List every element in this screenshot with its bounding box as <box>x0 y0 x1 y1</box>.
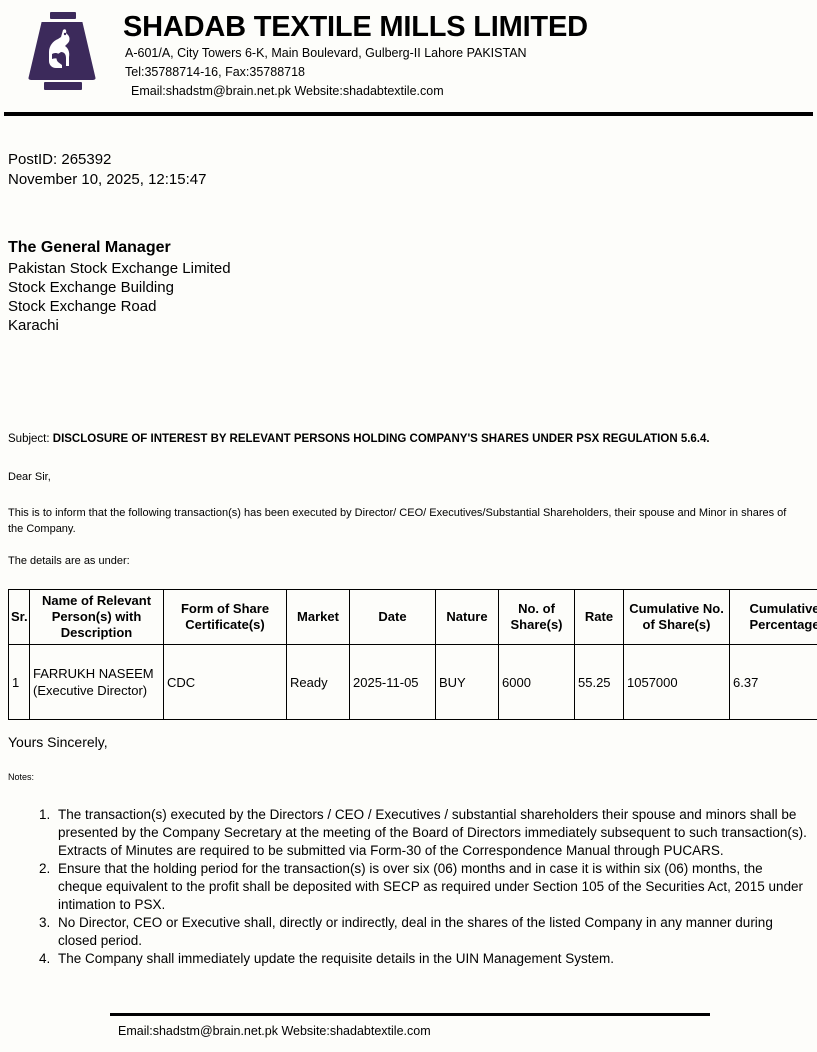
document-body: PostID: 265392 November 10, 2025, 12:15:… <box>0 150 817 968</box>
list-item: No Director, CEO or Executive shall, dir… <box>54 914 809 950</box>
table-row: 1 FARRUKH NASEEM (Executive Director) CD… <box>8 644 817 720</box>
company-phone: Tel:35788714-16, Fax:35788718 <box>125 65 306 79</box>
salutation: Dear Sir, <box>8 471 51 483</box>
cell-form: CDC <box>163 644 287 720</box>
cell-nature: BUY <box>435 644 499 720</box>
recipient-line-4: Karachi <box>8 317 59 334</box>
column-header-cumulative-percentage: Cumulative Percentage <box>729 589 817 645</box>
column-header-cumulative-shares: Cumulative No. of Share(s) <box>623 589 730 645</box>
notes-list: The transaction(s) executed by the Direc… <box>8 806 809 968</box>
cell-cumulative-shares: 1057000 <box>623 644 730 720</box>
header-divider <box>4 112 813 116</box>
recipient-line-1: Pakistan Stock Exchange Limited <box>8 260 231 277</box>
cell-market: Ready <box>286 644 350 720</box>
subject-line: Subject: DISCLOSURE OF INTEREST BY RELEV… <box>8 433 809 445</box>
recipient-block: The General Manager Pakistan Stock Excha… <box>8 236 809 335</box>
cell-date: 2025-11-05 <box>349 644 436 720</box>
logo-bottom-bar-icon <box>44 82 82 90</box>
details-lead-in: The details are as under: <box>8 555 130 567</box>
logo-top-bar-icon <box>50 12 76 19</box>
subject-label: Subject: <box>8 433 50 445</box>
list-item: The Company shall immediately update the… <box>54 950 809 968</box>
signoff: Yours Sincerely, <box>8 734 108 750</box>
subject-text: DISCLOSURE OF INTEREST BY RELEVANT PERSO… <box>52 433 710 445</box>
cell-cumulative-percentage: 6.37 <box>729 644 817 720</box>
cell-rate: 55.25 <box>574 644 624 720</box>
timestamp: November 10, 2025, 12:15:47 <box>8 171 207 188</box>
company-name: SHADAB TEXTILE MILLS LIMITED <box>123 11 588 43</box>
document-meta: PostID: 265392 November 10, 2025, 12:15:… <box>8 150 809 190</box>
post-id: PostID: 265392 <box>8 151 112 168</box>
column-header-name: Name of Relevant Person(s) with Descript… <box>29 589 164 645</box>
recipient-title: The General Manager <box>8 239 171 256</box>
column-header-sr: Sr. <box>8 589 30 645</box>
letterhead: SHADAB TEXTILE MILLS LIMITED A-601/A, Ci… <box>0 0 817 116</box>
column-header-market: Market <box>286 589 350 645</box>
page-footer: Email:shadstm@brain.net.pk Website:shada… <box>0 1013 817 1038</box>
recipient-line-3: Stock Exchange Road <box>8 298 157 315</box>
footer-contact: Email:shadstm@brain.net.pk Website:shada… <box>118 1024 431 1038</box>
list-item: The transaction(s) executed by the Direc… <box>54 806 809 860</box>
table-header-row: Sr. Name of Relevant Person(s) with Desc… <box>8 589 817 645</box>
company-address: A-601/A, City Towers 6-K, Main Boulevard… <box>125 46 527 60</box>
cell-sr: 1 <box>8 644 30 720</box>
column-header-rate: Rate <box>574 589 624 645</box>
company-contact: Email:shadstm@brain.net.pk Website:shada… <box>131 84 444 98</box>
letterhead-text: SHADAB TEXTILE MILLS LIMITED A-601/A, Ci… <box>123 10 588 101</box>
footer-divider <box>110 1013 710 1016</box>
disclosure-table: Sr. Name of Relevant Person(s) with Desc… <box>8 589 817 720</box>
intro-paragraph: This is to inform that the following tra… <box>8 507 787 535</box>
company-logo <box>24 12 100 100</box>
logo-deer-figure-icon <box>49 29 70 68</box>
column-header-nature: Nature <box>435 589 499 645</box>
recipient-line-2: Stock Exchange Building <box>8 279 174 296</box>
notes-label: Notes: <box>8 772 35 782</box>
list-item: Ensure that the holding period for the t… <box>54 860 809 914</box>
cell-name: FARRUKH NASEEM (Executive Director) <box>29 644 164 720</box>
column-header-shares: No. of Share(s) <box>498 589 575 645</box>
cell-shares: 6000 <box>498 644 575 720</box>
column-header-form: Form of Share Certificate(s) <box>163 589 287 645</box>
column-header-date: Date <box>349 589 436 645</box>
